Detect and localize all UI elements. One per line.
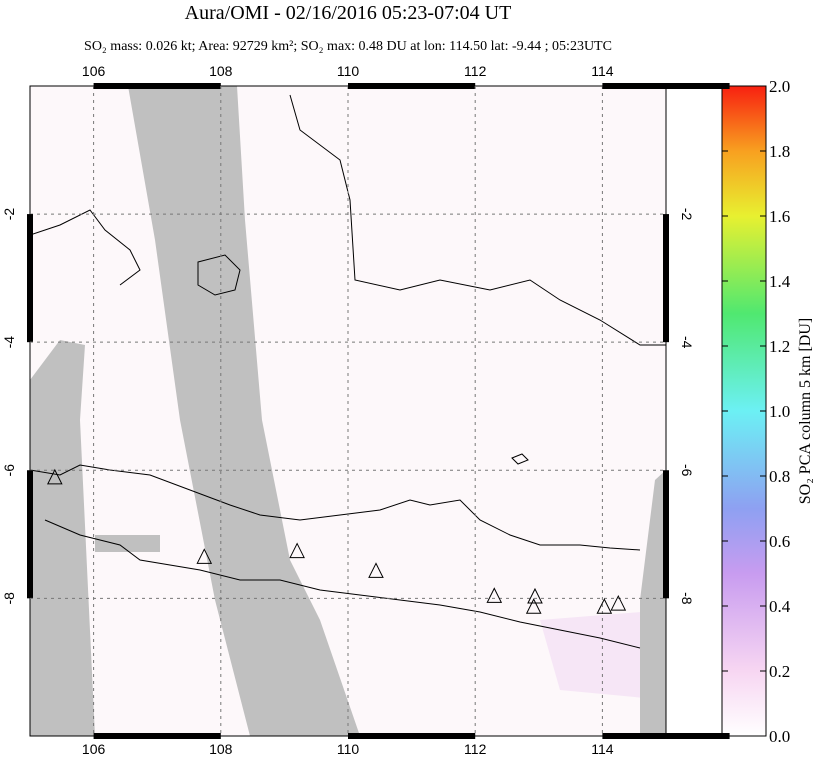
y-tick-label: -2 — [679, 208, 695, 221]
y-tick-label: -8 — [1, 592, 17, 605]
colorbar-tick-label: 0.2 — [769, 662, 790, 681]
colorbar-tick-label: 1.8 — [769, 142, 790, 161]
colorbar-tick-label: 1.2 — [769, 337, 790, 356]
x-tick-label: 108 — [209, 741, 233, 757]
island — [511, 453, 529, 465]
y-tick-label: -6 — [679, 464, 695, 477]
x-tick-label: 106 — [82, 741, 106, 757]
frame-bar — [348, 83, 476, 89]
subtitle: SO₂ mass: 0.026 kt; Area: 92729 km²; SO₂… — [84, 39, 612, 54]
colorbar-tick-label: 0.8 — [769, 467, 790, 486]
volcano — [596, 598, 613, 614]
volcano — [527, 587, 543, 604]
y-tick-label: -2 — [1, 208, 17, 221]
x-tick-label: 114 — [591, 63, 614, 79]
x-tick-label: 106 — [82, 63, 106, 79]
coastline — [44, 519, 641, 649]
colorbar-tick-label: 1.0 — [769, 402, 790, 421]
volcano — [610, 594, 627, 611]
x-tick-label: 112 — [464, 741, 487, 757]
x-tick-label: 108 — [209, 63, 233, 79]
coastline — [289, 94, 666, 346]
y-tick-label: -4 — [679, 336, 695, 349]
volcano — [46, 468, 63, 485]
colorbar-tick-label: 1.6 — [769, 207, 790, 226]
coastline — [30, 464, 641, 551]
colorbar-label: SO₂ PCA column 5 km [DU] — [797, 318, 814, 504]
volcano — [196, 548, 213, 564]
colorbar-tick-label: 1.4 — [769, 272, 791, 291]
data-gap — [640, 470, 666, 736]
colorbar-tick-label: 0.0 — [769, 727, 790, 746]
data-gap — [30, 340, 95, 736]
volcano — [289, 542, 305, 559]
colorbar-tick-label: 0.6 — [769, 532, 790, 551]
frame-bar — [663, 214, 669, 343]
data-gap — [128, 86, 360, 736]
frame-bar — [602, 83, 730, 89]
frame-bar — [27, 214, 33, 343]
frame-bar — [348, 733, 476, 739]
frame-bar — [93, 83, 221, 89]
y-tick-label: -8 — [679, 592, 695, 605]
x-tick-label: 110 — [337, 741, 360, 757]
frame-bar — [663, 470, 669, 599]
colorbar — [721, 85, 767, 737]
coastline — [30, 209, 141, 286]
frame-bar — [93, 733, 221, 739]
x-tick-label: 114 — [591, 741, 614, 757]
colorbar-tick-label: 0.4 — [769, 597, 791, 616]
volcano — [486, 587, 503, 603]
y-tick-label: -4 — [1, 336, 17, 349]
volcano — [525, 598, 542, 614]
volcano — [368, 562, 384, 578]
x-tick-label: 110 — [337, 63, 360, 79]
frame-bar — [27, 470, 33, 599]
data-gap — [95, 535, 160, 552]
colorbar-tick-label: 2.0 — [769, 77, 790, 96]
y-tick-label: -6 — [1, 464, 17, 477]
x-tick-label: 112 — [464, 63, 487, 79]
frame-bar — [602, 733, 730, 739]
title: Aura/OMI - 02/16/2016 05:23-07:04 UT — [185, 2, 512, 24]
island — [197, 254, 241, 296]
